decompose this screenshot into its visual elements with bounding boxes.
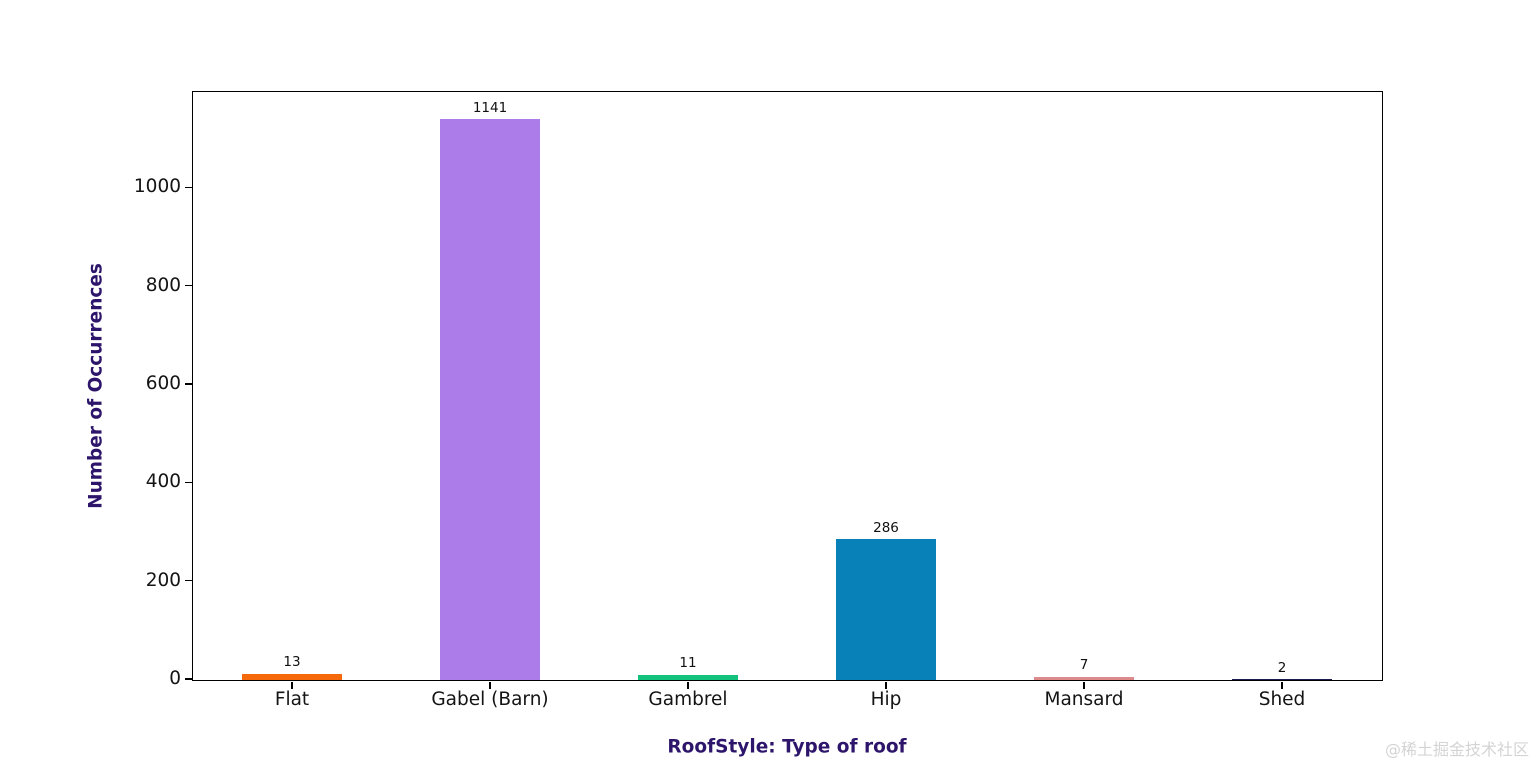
y-tick-label-600: 600: [145, 372, 181, 394]
bar-shed: [1232, 679, 1332, 680]
bar-gabel-barn: [440, 119, 540, 680]
bar-value-flat: 13: [283, 654, 301, 671]
x-tick-mark-gambrel: [687, 681, 689, 689]
bar-hip: [836, 539, 936, 680]
bar-value-gambrel: 11: [679, 655, 697, 672]
y-tick-mark-400: [184, 481, 192, 484]
x-tick-label-shed: Shed: [1258, 689, 1306, 710]
bar-mansard: [1034, 676, 1134, 680]
y-tick-mark-0: [184, 678, 192, 680]
plot-area: 13 Flat 1141 Gabel (Barn) 11 Gambrel 286 Hip 7 Ma…: [134, 91, 1383, 709]
x-tick-mark-mansard: [1083, 681, 1085, 689]
y-tick-mark-1000: [184, 186, 192, 189]
y-tick-label-0: 0: [169, 667, 181, 689]
x-tick-mark-flat: [291, 681, 293, 689]
y-tick-label-800: 800: [145, 274, 181, 296]
y-tick-mark-200: [184, 579, 192, 582]
x-tick-label-flat: Flat: [274, 689, 310, 710]
y-tick-label-1000: 1000: [133, 176, 181, 198]
bar-gambrel: [638, 674, 738, 680]
y-tick-label-400: 400: [145, 471, 181, 493]
bar-value-shed: 2: [1277, 659, 1287, 676]
bar-flat: [242, 673, 342, 680]
x-tick-label-gabel-barn: Gabel (Barn): [431, 689, 549, 710]
bar-value-gabel-barn: 1141: [472, 99, 508, 116]
x-tick-label-gambrel: Gambrel: [648, 689, 728, 710]
x-tick-label-mansard: Mansard: [1044, 689, 1124, 710]
x-tick-mark-shed: [1281, 681, 1283, 689]
x-tick-mark-hip: [885, 681, 887, 689]
y-tick-mark-800: [184, 284, 192, 287]
x-tick-label-hip: Hip: [870, 689, 902, 710]
x-axis-title: RoofStyle: Type of roof: [667, 736, 907, 758]
y-tick-mark-600: [184, 383, 192, 385]
y-axis-title: Number of Occurrences: [85, 263, 107, 509]
y-tick-label-200: 200: [145, 569, 181, 591]
watermark-text: @稀土掘金技术社区: [1384, 740, 1529, 759]
x-tick-mark-gabel-barn: [489, 681, 491, 689]
bar-value-hip: 286: [873, 519, 899, 536]
bar-value-mansard: 7: [1079, 657, 1089, 674]
